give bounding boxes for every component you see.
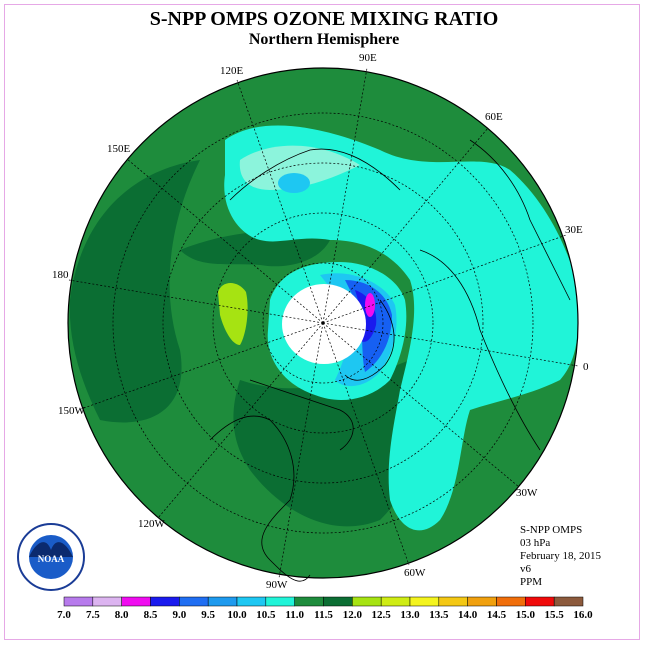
colorbar-swatch bbox=[323, 596, 353, 607]
meridian-120w bbox=[157, 322, 324, 519]
meridian-180 bbox=[68, 279, 324, 324]
meridian-60e bbox=[322, 127, 489, 324]
lon-label-30w: 30W bbox=[516, 487, 538, 499]
colorbar-swatch bbox=[438, 596, 468, 607]
latitude-circle bbox=[162, 162, 484, 484]
ozone-region-dark-south bbox=[233, 360, 427, 527]
meridian-150w bbox=[80, 322, 324, 410]
info-block: S-NPP OMPS 03 hPa February 18, 2015 v6 P… bbox=[520, 524, 601, 589]
info-date: February 18, 2015 bbox=[520, 550, 601, 562]
colorbar-swatch bbox=[63, 596, 94, 607]
lon-label-120e: 120E bbox=[220, 65, 244, 77]
longitude-labels: 90E 60E 30E 0 30W 60W 90W 120W 150W 180 … bbox=[52, 52, 589, 591]
colorbar-tick-label: 14.0 bbox=[458, 609, 478, 621]
colorbar-tick-label: 9.5 bbox=[201, 609, 215, 621]
lon-label-60e: 60E bbox=[485, 111, 503, 123]
colorbar-swatch bbox=[294, 596, 324, 607]
colorbar-swatch bbox=[553, 596, 584, 607]
colorbar-tick-label: 10.0 bbox=[227, 609, 247, 621]
latitude-circle bbox=[262, 262, 384, 384]
coastline-canada bbox=[249, 379, 354, 451]
meridian-60w bbox=[322, 322, 410, 566]
colorbar-swatch bbox=[121, 596, 151, 607]
colorbar-swatch bbox=[380, 596, 411, 607]
colorbar-tick-label: 11.0 bbox=[285, 609, 304, 621]
colorbar-tick-label: 7.0 bbox=[57, 609, 71, 621]
colorbar-tick-label: 10.5 bbox=[256, 609, 276, 621]
latitude-circle bbox=[212, 212, 434, 434]
ozone-region-light-cyan bbox=[239, 145, 360, 190]
colorbar-swatch bbox=[207, 596, 238, 607]
ozone-region-polar-magenta bbox=[365, 293, 375, 317]
lon-label-150e: 150E bbox=[107, 143, 131, 155]
colorbar-tick-label: 15.5 bbox=[545, 609, 565, 621]
colorbar-tick-label: 16.0 bbox=[573, 609, 593, 621]
colorbar: 7.0 7.5 8.0 8.5 9.0 9.5 10.0 10.5 11.0 11.5 12.0 12… bbox=[57, 596, 593, 621]
colorbar-tick-label: 9.0 bbox=[172, 609, 186, 621]
page-title: S-NPP OMPS OZONE MIXING RATIO bbox=[149, 8, 499, 30]
meridian-0 bbox=[322, 322, 579, 367]
colorbar-tick-label: 15.0 bbox=[516, 609, 536, 621]
colorbar-tick-label: 12.5 bbox=[372, 609, 392, 621]
ozone-region-dark-west bbox=[69, 160, 200, 423]
map-boundary bbox=[67, 67, 579, 579]
meridian-30w bbox=[322, 322, 520, 488]
ozone-region-lime bbox=[218, 283, 248, 345]
graticule bbox=[68, 67, 579, 579]
meridian-120e bbox=[236, 79, 324, 324]
colorbar-swatch bbox=[352, 596, 382, 607]
colorbar-swatch bbox=[150, 596, 180, 607]
colorbar-tick-label: 8.0 bbox=[115, 609, 129, 621]
colorbar-swatch bbox=[525, 596, 555, 607]
colorbar-tick-label: 11.5 bbox=[314, 609, 333, 621]
coastline-siberia bbox=[229, 148, 401, 201]
colorbar-tick-label: 8.5 bbox=[144, 609, 158, 621]
ozone-region-cyan bbox=[224, 125, 578, 531]
noaa-logo: NOAA bbox=[17, 523, 85, 591]
coastlines bbox=[209, 139, 571, 582]
coastline-eurasia bbox=[419, 249, 541, 451]
lon-label-90w: 90W bbox=[266, 579, 288, 591]
coastline-north-america bbox=[209, 415, 311, 582]
lon-label-90e: 90E bbox=[359, 52, 377, 64]
meridian-90e bbox=[322, 67, 368, 324]
colorbar-swatch bbox=[265, 596, 295, 607]
colorbar-swatch bbox=[236, 596, 267, 607]
colorbar-tick-label: 7.5 bbox=[86, 609, 100, 621]
meridian-30e bbox=[322, 234, 567, 324]
page-subtitle: Northern Hemisphere bbox=[248, 31, 400, 48]
meridian-150e bbox=[126, 158, 324, 324]
logo-bird bbox=[29, 542, 73, 557]
colorbar-tick-label: 13.0 bbox=[400, 609, 420, 621]
colorbar-swatch bbox=[179, 596, 209, 607]
info-units: PPM bbox=[520, 576, 543, 588]
colorbar-swatch bbox=[467, 596, 497, 607]
info-level: 03 hPa bbox=[520, 537, 551, 549]
colorbar-tick-label: 13.5 bbox=[429, 609, 449, 621]
lon-label-150w: 150W bbox=[58, 405, 86, 417]
lon-label-30e: 30E bbox=[565, 224, 583, 236]
meridian-90w bbox=[278, 322, 324, 579]
lon-label-120w: 120W bbox=[138, 518, 166, 530]
lon-label-0: 0 bbox=[583, 361, 589, 373]
colorbar-tick-label: 14.5 bbox=[487, 609, 507, 621]
info-version: v6 bbox=[520, 563, 531, 575]
lon-label-60w: 60W bbox=[404, 567, 426, 579]
ozone-region-small-cyan bbox=[429, 491, 445, 503]
figure-frame bbox=[4, 4, 640, 640]
colorbar-tick-label: 12.0 bbox=[343, 609, 363, 621]
lon-label-180: 180 bbox=[52, 269, 69, 281]
coastline-greenland bbox=[344, 299, 395, 381]
info-instrument: S-NPP OMPS bbox=[520, 524, 583, 536]
coastline-eurasia-east bbox=[469, 139, 571, 301]
colorbar-swatch bbox=[92, 596, 122, 607]
ozone-region-small-blue bbox=[278, 173, 310, 193]
latitude-circle bbox=[112, 112, 534, 534]
colorbar-swatch bbox=[496, 596, 526, 607]
ozone-region-dark-north bbox=[180, 231, 330, 267]
logo-text: NOAA bbox=[38, 554, 65, 564]
colorbar-swatch bbox=[409, 596, 440, 607]
